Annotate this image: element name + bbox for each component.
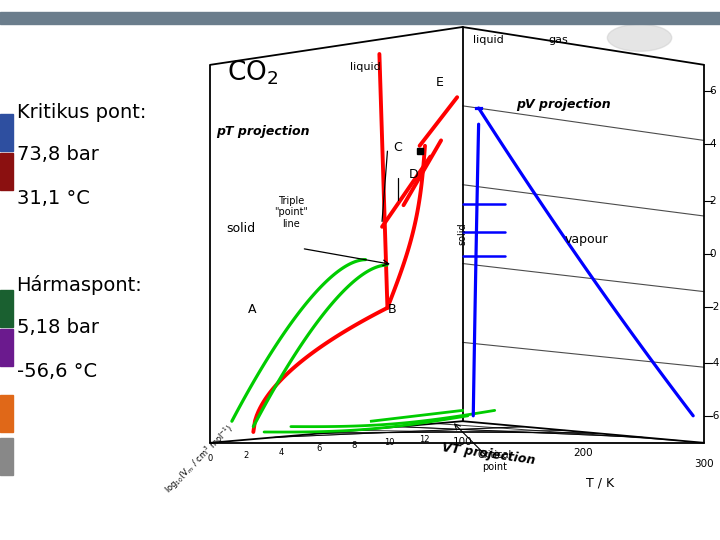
Bar xyxy=(0,153,13,190)
Text: Triple
"point"
line: Triple "point" line xyxy=(274,195,308,229)
Text: vapour: vapour xyxy=(564,233,608,246)
Text: gas: gas xyxy=(549,35,568,45)
Text: 31,1 °C: 31,1 °C xyxy=(17,189,89,208)
Ellipse shape xyxy=(608,24,672,51)
Text: 6: 6 xyxy=(709,86,716,96)
Bar xyxy=(0,438,13,475)
Text: T / K: T / K xyxy=(586,476,614,489)
Text: CO$_2$: CO$_2$ xyxy=(227,59,278,87)
Text: -4: -4 xyxy=(709,359,720,368)
Text: 10: 10 xyxy=(384,438,395,447)
Text: C: C xyxy=(393,141,402,154)
Text: D: D xyxy=(409,168,418,181)
Text: 6: 6 xyxy=(316,444,322,453)
Text: 73,8 bar: 73,8 bar xyxy=(17,145,99,164)
Bar xyxy=(0,329,13,366)
Text: solid: solid xyxy=(227,222,256,235)
Text: 0: 0 xyxy=(208,454,213,463)
Text: 4: 4 xyxy=(709,139,716,149)
Text: 0: 0 xyxy=(709,249,716,259)
Text: pT projection: pT projection xyxy=(216,125,310,138)
Text: 100: 100 xyxy=(453,437,472,448)
Text: liquid: liquid xyxy=(473,35,504,45)
Bar xyxy=(0,114,13,151)
Bar xyxy=(0,395,13,432)
Text: A: A xyxy=(248,303,256,316)
Text: 300: 300 xyxy=(694,459,714,469)
Text: Critical
point: Critical point xyxy=(477,450,512,472)
Text: VT projection: VT projection xyxy=(441,441,536,468)
Text: 5,18 bar: 5,18 bar xyxy=(17,318,99,336)
Text: -56,6 °C: -56,6 °C xyxy=(17,362,96,381)
Text: liquid: liquid xyxy=(350,62,381,72)
Text: 2: 2 xyxy=(243,450,248,460)
Text: E: E xyxy=(436,76,444,90)
Text: -2: -2 xyxy=(709,302,720,312)
Text: solid: solid xyxy=(457,222,467,245)
Text: -6: -6 xyxy=(709,411,720,421)
Text: Hármaspont:: Hármaspont: xyxy=(17,275,143,295)
Text: Kritikus pont:: Kritikus pont: xyxy=(17,103,146,122)
Text: 200: 200 xyxy=(573,448,593,458)
Text: log$_{10}$(V$_m$ / cm$^3$ mol$^{-1}$): log$_{10}$(V$_m$ / cm$^3$ mol$^{-1}$) xyxy=(162,421,238,497)
Text: 8: 8 xyxy=(351,441,357,450)
Text: pV projection: pV projection xyxy=(516,98,611,111)
Text: B: B xyxy=(387,303,396,316)
Text: 12: 12 xyxy=(420,435,430,444)
Text: 4: 4 xyxy=(279,448,284,456)
Bar xyxy=(0,290,13,327)
Text: 2: 2 xyxy=(709,196,716,206)
